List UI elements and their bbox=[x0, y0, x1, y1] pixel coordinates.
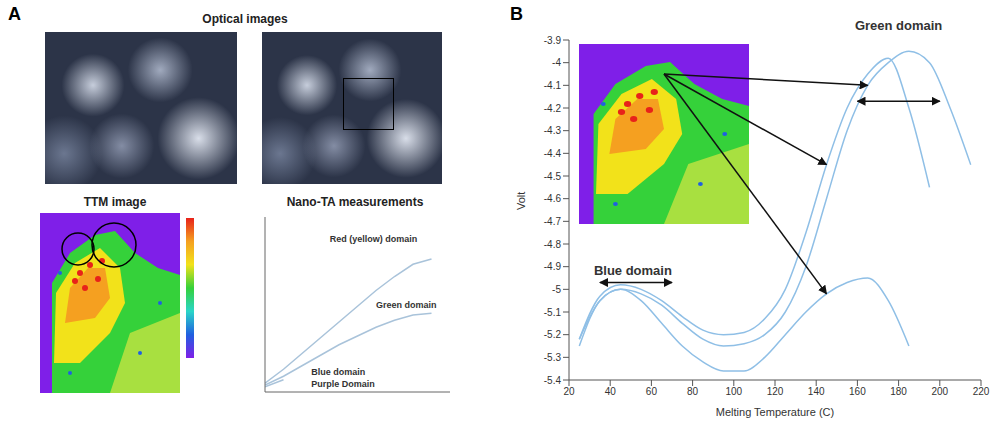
svg-text:-4.5: -4.5 bbox=[544, 171, 562, 182]
svg-text:-4.6: -4.6 bbox=[544, 193, 562, 204]
svg-text:-4.4: -4.4 bbox=[544, 148, 562, 159]
svg-text:-5.4: -5.4 bbox=[544, 375, 562, 386]
html-text:TTM image: TTM image bbox=[83, 195, 147, 209]
svg-text:160: 160 bbox=[849, 386, 866, 397]
svg-text:-4.2: -4.2 bbox=[544, 103, 562, 114]
svg-text:Green domain: Green domain bbox=[855, 18, 942, 33]
svg-text:40: 40 bbox=[605, 386, 617, 397]
svg-text:-5: -5 bbox=[552, 284, 561, 295]
svg-text:Volt: Volt bbox=[515, 192, 527, 210]
svg-text:Purple Domain: Purple Domain bbox=[311, 379, 375, 389]
svg-text:140: 140 bbox=[808, 386, 825, 397]
svg-text:220: 220 bbox=[973, 386, 990, 397]
svg-text:100: 100 bbox=[725, 386, 742, 397]
svg-text:Green domain: Green domain bbox=[376, 300, 437, 310]
svg-text:Melting Temperature (C): Melting Temperature (C) bbox=[716, 406, 834, 418]
html-text:Nano-TA measurements: Nano-TA measurements bbox=[286, 195, 424, 209]
svg-text:180: 180 bbox=[890, 386, 907, 397]
svg-text:60: 60 bbox=[646, 386, 658, 397]
svg-text:-5.1: -5.1 bbox=[544, 307, 562, 318]
svg-text:-4: -4 bbox=[552, 57, 561, 68]
svg-text:20: 20 bbox=[563, 386, 575, 397]
svg-text:-4.1: -4.1 bbox=[544, 80, 562, 91]
html-text:A: A bbox=[8, 4, 21, 24]
svg-text:-4.9: -4.9 bbox=[544, 261, 562, 272]
svg-text:-5.2: -5.2 bbox=[544, 329, 562, 340]
html-text:B: B bbox=[510, 4, 523, 24]
svg-text:Blue domain: Blue domain bbox=[594, 263, 672, 278]
svg-text:-4.8: -4.8 bbox=[544, 239, 562, 250]
svg-text:Red (yellow) domain: Red (yellow) domain bbox=[330, 234, 418, 244]
svg-text:-4.7: -4.7 bbox=[544, 216, 562, 227]
svg-text:-5.3: -5.3 bbox=[544, 352, 562, 363]
svg-text:200: 200 bbox=[931, 386, 948, 397]
svg-text:120: 120 bbox=[767, 386, 784, 397]
svg-text:Blue domain: Blue domain bbox=[311, 367, 365, 377]
svg-text:-4.3: -4.3 bbox=[544, 125, 562, 136]
svg-text:80: 80 bbox=[687, 386, 699, 397]
svg-text:-3.9: -3.9 bbox=[544, 35, 562, 46]
html-text:Optical images: Optical images bbox=[202, 12, 288, 26]
